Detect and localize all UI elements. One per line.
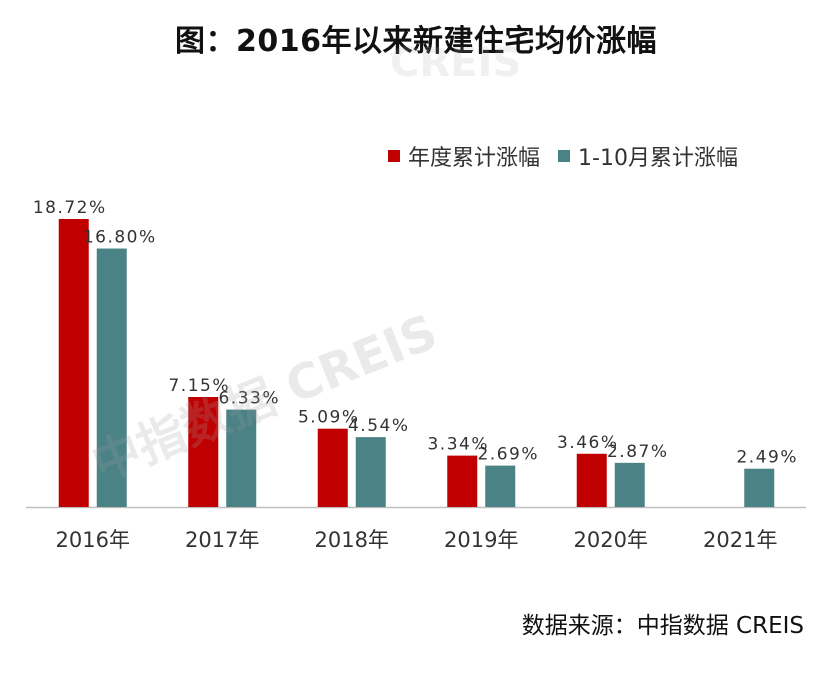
bar-series2-0	[96, 248, 127, 508]
x-tick-label-3: 2019年	[444, 528, 518, 552]
x-tick-label-0: 2016年	[56, 528, 130, 552]
data-label-series2-0: 16.80%	[83, 228, 157, 248]
legend: 年度累计涨幅 1-10月累计涨幅	[388, 140, 756, 172]
bar-series1-3	[447, 455, 478, 507]
legend-swatch-series1	[388, 150, 400, 162]
bar-series2-3	[485, 465, 516, 507]
bar-series2-1	[226, 409, 257, 507]
data-label-series1-0: 18.72%	[33, 198, 107, 218]
x-tick-label-1: 2017年	[185, 528, 259, 552]
bar-series1-0	[58, 219, 89, 507]
x-tick-label-2: 2018年	[315, 528, 389, 552]
data-label-series2-4: 2.87%	[607, 442, 669, 462]
data-source: 数据来源：中指数据 CREIS	[521, 613, 804, 639]
data-label-series1-1: 7.15%	[168, 376, 230, 396]
data-label-series2-1: 6.33%	[218, 389, 280, 409]
data-label-series1-3: 3.34%	[427, 435, 489, 455]
legend-item-series1: 年度累计涨幅	[388, 140, 540, 172]
legend-swatch-series2	[558, 150, 571, 162]
data-label-series2-3: 2.69%	[477, 445, 539, 465]
data-label-series2-5: 2.49%	[736, 448, 798, 468]
data-label-series1-4: 3.46%	[557, 433, 619, 453]
bar-series1-1	[188, 397, 219, 507]
x-tick-label-5: 2021年	[703, 528, 777, 552]
bar-series2-2	[355, 437, 386, 507]
data-label-series1-2: 5.09%	[298, 408, 360, 428]
legend-item-series2: 1-10月累计涨幅	[558, 140, 738, 172]
bar-series2-4	[614, 462, 645, 507]
chart-title: 图：2016年以来新建住宅均价涨幅	[175, 24, 657, 59]
x-tick-label-4: 2020年	[574, 528, 648, 552]
bar-series1-4	[576, 453, 607, 507]
legend-label-series2: 1-10月累计涨幅	[578, 146, 738, 171]
bar-series2-5	[744, 468, 775, 507]
bar-series1-2	[317, 428, 348, 507]
legend-label-series1: 年度累计涨幅	[408, 146, 541, 171]
data-label-series2-2: 4.54%	[348, 416, 410, 436]
